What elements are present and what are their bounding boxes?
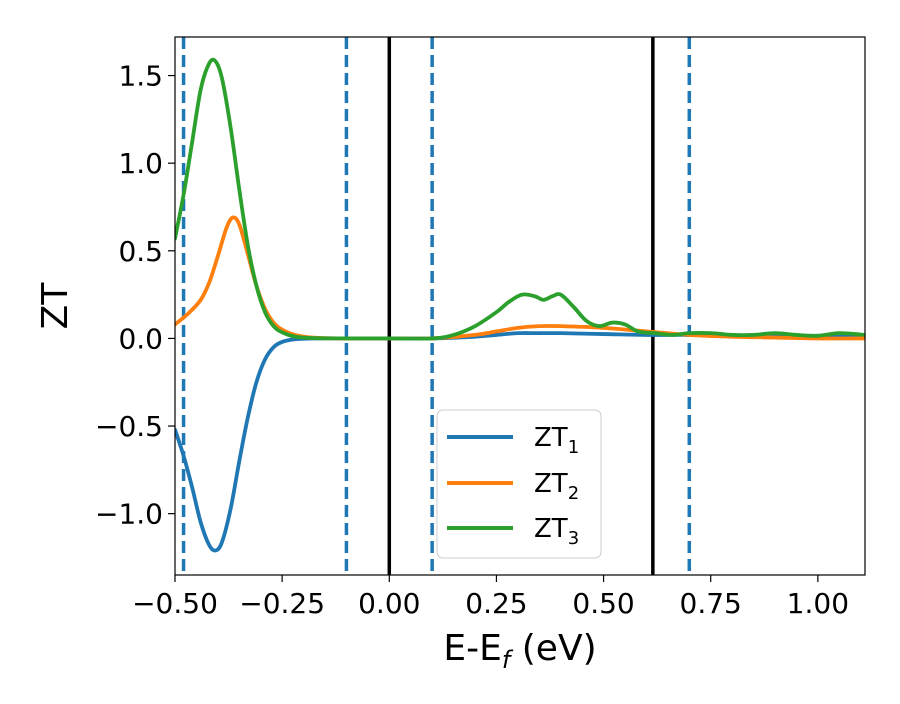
y-tick-label: −1.0 xyxy=(95,498,163,531)
x-tick-label: 0.50 xyxy=(572,587,634,620)
legend: ZT1 ZT2 ZT3 xyxy=(436,409,602,559)
x-tick-label: 0.75 xyxy=(680,587,742,620)
series-line-zt3 xyxy=(175,57,865,341)
x-axis-title: E-Ef (eV) xyxy=(443,628,596,674)
y-tick-label: −0.5 xyxy=(95,410,163,443)
legend-label-3: ZT3 xyxy=(534,514,579,549)
legend-entry-2: ZT2 xyxy=(447,469,579,504)
y-tick-label: 1.0 xyxy=(118,147,163,180)
y-axis-title: ZT xyxy=(35,282,76,330)
reference-lines xyxy=(181,37,692,575)
series-line-zt2 xyxy=(175,215,865,341)
y-axis-ticks: −1.0 −0.5 0.0 0.5 1.0 1.5 xyxy=(95,60,175,531)
legend-label-2: ZT2 xyxy=(534,469,579,504)
x-tick-label: 0.00 xyxy=(358,587,420,620)
x-tick-label: 0.25 xyxy=(465,587,527,620)
y-tick-label: 0.0 xyxy=(118,322,163,355)
plot-frame xyxy=(174,36,866,576)
legend-entry-3: ZT3 xyxy=(447,514,579,549)
legend-label-1: ZT1 xyxy=(534,423,579,458)
x-tick-label: −0.50 xyxy=(132,587,218,620)
x-axis-ticks: −0.50 −0.25 0.00 0.25 0.50 0.75 1.00 xyxy=(132,575,849,620)
legend-entry-1: ZT1 xyxy=(447,423,579,458)
y-tick-label: 1.5 xyxy=(118,60,163,93)
y-tick-label: 0.5 xyxy=(118,235,163,268)
series-lines xyxy=(175,57,865,553)
legend-box xyxy=(436,409,602,559)
x-tick-label: 1.00 xyxy=(787,587,849,620)
x-tick-label: −0.25 xyxy=(239,587,325,620)
